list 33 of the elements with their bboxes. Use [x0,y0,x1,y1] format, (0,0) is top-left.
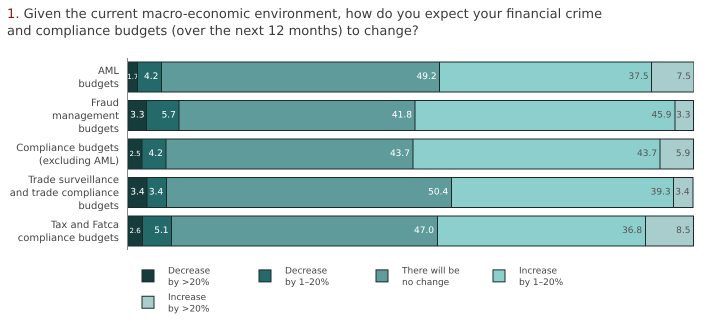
data-label: 43.7 [637,149,658,159]
legend-label: Decrease by >20% [168,266,211,288]
data-label: 4.2 [148,149,163,159]
data-label: 47.0 [414,226,434,236]
legend-label: Increase by >20% [168,292,210,315]
data-label: 5.9 [676,149,690,159]
data-label: 43.7 [390,149,410,159]
y-tick-label: Fraud management budgets [52,98,120,136]
y-tick-label: Compliance budgets (excluding AML) [16,143,120,167]
data-label: 3.3 [676,110,690,121]
data-label: 3.3 [130,110,144,121]
data-label: 41.8 [392,110,412,121]
data-label: 37.5 [628,72,649,82]
data-label: 8.5 [676,226,690,236]
data-label: 45.9 [651,110,672,121]
data-label: 5.7 [162,110,176,121]
data-label: 3.4 [675,187,690,198]
data-label: 5.1 [154,226,169,236]
legend-label: There will be no change [401,266,460,288]
y-tick-label: Trade surveillance and trade compliance budgets [10,174,119,212]
y-tick-label: Tax and Fatca compliance budgets [18,220,119,244]
data-label: 49.2 [416,72,437,82]
data-label: 4.2 [144,72,158,82]
data-label: 39.3 [650,187,671,198]
chart-title: 1. Given the current macro-economic environment, how do you expect your financial crime and compliance budgets (over the next 12 months) to change? [7,7,602,40]
data-label: 36.8 [622,226,642,236]
legend-label: Decrease by 1–20% [285,266,330,288]
y-tick-label: AML budgets [78,66,120,90]
legend-label: Increase by 1–20% [519,266,564,288]
data-label: 3.4 [130,187,145,198]
data-label: 3.4 [148,187,164,198]
data-label: 7.5 [676,72,691,82]
data-label: 50.4 [428,187,448,198]
